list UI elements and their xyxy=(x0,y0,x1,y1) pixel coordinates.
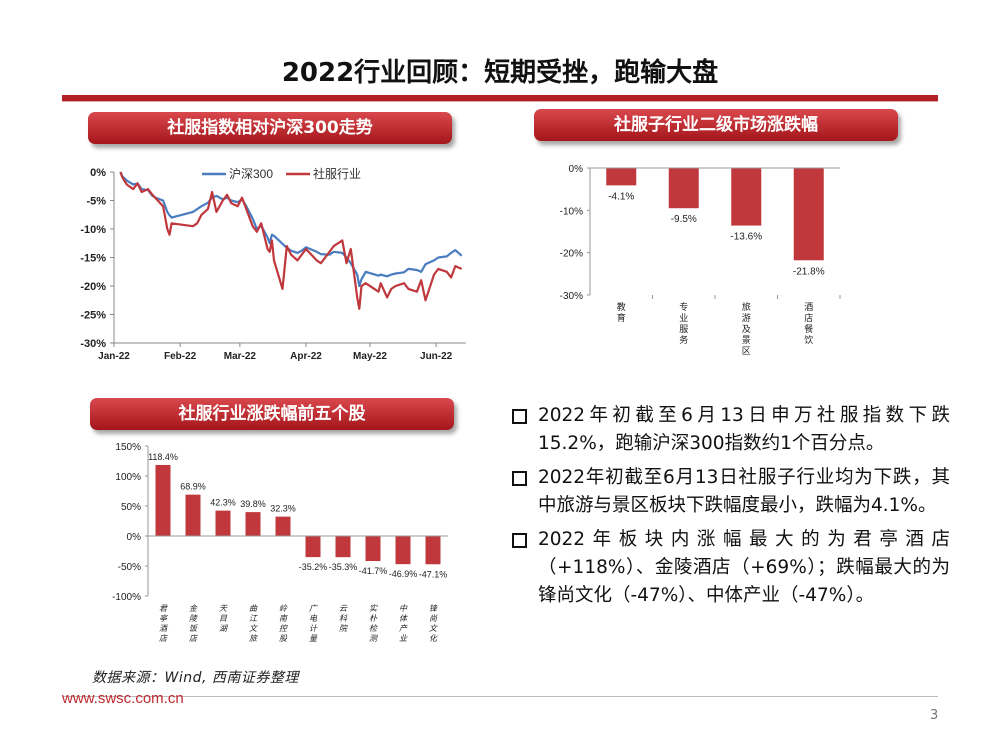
x-category-label: 酒店餐饮 xyxy=(804,302,813,345)
trend-panel-banner: 社服指数相对沪深300走势 xyxy=(88,112,452,144)
bullet-list: 2022年初截至6月13日申万社服指数下跌15.2%，跑输沪深300指数约1个百… xyxy=(510,402,950,616)
y-tick-label: -5% xyxy=(86,196,106,208)
bar-value-label: -47.1% xyxy=(419,569,448,579)
x-category-label: 旅游及景区 xyxy=(742,301,751,356)
y-tick-label: 150% xyxy=(115,442,141,453)
y-tick-label: -10% xyxy=(560,206,583,217)
bar xyxy=(606,168,637,186)
y-tick-label: -20% xyxy=(80,281,106,293)
legend-label: 沪深300 xyxy=(229,167,273,181)
y-tick-label: -25% xyxy=(80,310,106,322)
y-tick-label: -15% xyxy=(80,253,106,265)
y-tick-label: -30% xyxy=(560,291,583,302)
checkbox-bullet-icon xyxy=(512,533,527,548)
x-category-label: 金陵饭店 xyxy=(189,604,198,643)
bar-value-label: -21.8% xyxy=(793,266,825,277)
y-tick-label: 0% xyxy=(90,167,106,179)
title-divider xyxy=(62,95,938,101)
trend-panel-title: 社服指数相对沪深300走势 xyxy=(167,118,373,138)
website-link[interactable]: www.swsc.com.cn xyxy=(62,690,184,707)
bullet-text: 2022年初截至6月13日申万社服指数下跌15.2%，跑输沪深300指数约1个百… xyxy=(538,405,950,454)
x-category-label: 君亭酒店 xyxy=(159,604,169,643)
bar-value-label: -46.9% xyxy=(389,569,418,579)
x-category-label: 云科院 xyxy=(339,604,349,633)
top5-stock-bar-chart: 150% 100% 50% 0% -50% -100% 118.4% 君亭酒店 68.9% 金陵饭… xyxy=(112,442,448,643)
bar-value-label: 32.3% xyxy=(270,504,296,514)
y-tick-label: -100% xyxy=(112,592,141,603)
bar xyxy=(245,512,261,536)
y-tick-label: -50% xyxy=(118,562,141,573)
bar xyxy=(425,536,441,565)
trend-line-chart: 0% -5% -10% -15% -20% -25% -30%Jan-22 Feb-22 Mar… xyxy=(80,166,466,362)
y-tick-label: 0% xyxy=(569,164,584,175)
bar-value-label: -35.2% xyxy=(299,562,328,572)
title-divider-shadow xyxy=(62,101,938,102)
x-category-label: 专业服务 xyxy=(679,301,688,345)
bar xyxy=(215,510,231,536)
series-line xyxy=(119,171,463,288)
bar-value-label: -9.5% xyxy=(671,214,697,225)
slide-title: 2022行业回顾：短期受挫，跑输大盘 xyxy=(281,58,719,88)
bullet-text: 2022年初截至6月13日社服子行业均为下跌，其中旅游与景区板块下跌幅度最小，跌… xyxy=(538,467,950,516)
x-category-label: 广电计量 xyxy=(309,604,318,643)
bar xyxy=(155,464,171,536)
bar-value-label: -13.6% xyxy=(730,232,762,243)
top5-panel-title: 社服行业涨跌幅前五个股 xyxy=(178,404,366,424)
y-tick-label: 100% xyxy=(115,472,141,483)
bar xyxy=(395,536,411,565)
x-category-label: 中体产业 xyxy=(399,604,408,643)
bar-value-label: -4.1% xyxy=(608,191,634,202)
x-category-label: 岭南控股 xyxy=(279,604,289,643)
x-category-label: 教育 xyxy=(617,301,626,323)
x-category-label: 天目湖 xyxy=(219,604,229,633)
x-tick-label: May-22 xyxy=(353,351,387,362)
bar xyxy=(275,516,291,536)
sub-industry-panel-title: 社服子行业二级市场涨跌幅 xyxy=(614,115,818,135)
x-category-label: 实朴检测 xyxy=(369,604,379,643)
bar xyxy=(668,168,699,209)
bullet-item: 2022年板块内涨幅最大的为君亭酒店（+118%）、金陵酒店（+69%）；跌幅最… xyxy=(510,526,950,610)
bar xyxy=(335,536,351,558)
bullet-item: 2022年初截至6月13日社服子行业均为下跌，其中旅游与景区板块下跌幅度最小，跌… xyxy=(510,464,950,520)
legend-label: 社服行业 xyxy=(313,166,361,181)
bar-value-label: 39.8% xyxy=(240,499,266,509)
page-number: 3 xyxy=(930,708,939,723)
bar-value-label: -35.3% xyxy=(329,562,358,572)
bar xyxy=(305,536,321,558)
bar xyxy=(365,536,381,562)
data-source-note: 数据来源：Wind, 西南证券整理 xyxy=(92,670,299,686)
bar xyxy=(793,168,824,261)
y-tick-label: -20% xyxy=(560,249,583,260)
x-category-label: 锋尚文化 xyxy=(429,604,438,643)
y-tick-label: -10% xyxy=(80,224,106,236)
x-category-label: 曲江文旅 xyxy=(249,604,258,643)
footer-divider xyxy=(62,696,938,697)
x-tick-label: Feb-22 xyxy=(164,351,197,362)
x-tick-label: Mar-22 xyxy=(224,351,257,362)
series-line xyxy=(119,171,463,310)
bar xyxy=(185,494,201,536)
checkbox-bullet-icon xyxy=(512,409,527,424)
x-tick-label: Apr-22 xyxy=(290,351,322,362)
y-tick-label: 0% xyxy=(127,532,142,543)
bar-value-label: -41.7% xyxy=(359,566,388,576)
bar xyxy=(731,168,762,226)
checkbox-bullet-icon xyxy=(512,471,527,486)
x-tick-label: Jan-22 xyxy=(98,351,130,362)
y-tick-label: -30% xyxy=(80,338,106,350)
bar-value-label: 118.4% xyxy=(148,452,178,462)
bullet-text: 2022年板块内涨幅最大的为君亭酒店（+118%）、金陵酒店（+69%）；跌幅最… xyxy=(538,529,950,606)
sub-industry-bar-chart: 0% -10% -20% -30% -4.1% 教育 -9.5% 专业服务 -13.6% 旅游及景… xyxy=(560,164,841,356)
top5-panel-banner: 社服行业涨跌幅前五个股 xyxy=(90,398,454,430)
bar-value-label: 68.9% xyxy=(180,482,206,492)
y-tick-label: 50% xyxy=(121,502,141,513)
bullet-item: 2022年初截至6月13日申万社服指数下跌15.2%，跑输沪深300指数约1个百… xyxy=(510,402,950,458)
sub-industry-panel-banner: 社服子行业二级市场涨跌幅 xyxy=(534,109,898,141)
x-tick-label: Jun-22 xyxy=(420,351,453,362)
bar-value-label: 42.3% xyxy=(210,498,236,508)
